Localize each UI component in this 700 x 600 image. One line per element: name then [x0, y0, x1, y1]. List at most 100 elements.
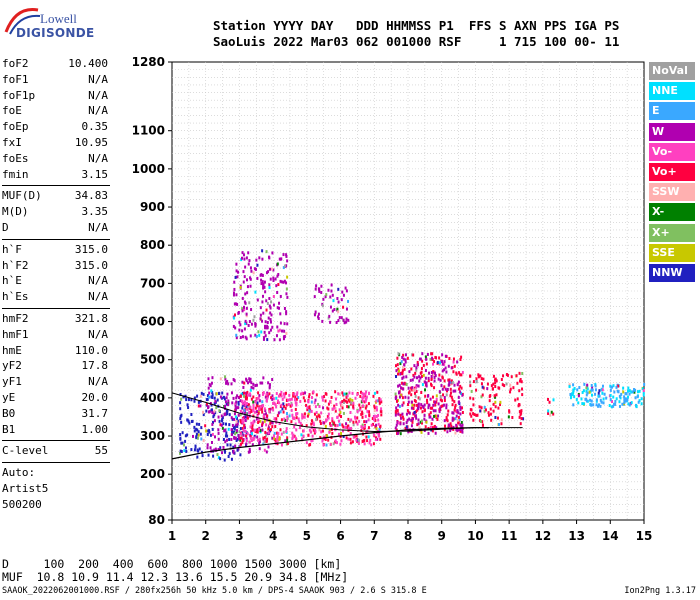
param-value: 315.0 [74, 242, 108, 256]
param-row: yE 20.0 [2, 391, 110, 407]
echo-point [435, 400, 438, 404]
echo-point [287, 402, 290, 406]
echo-point [180, 397, 183, 401]
echo-point [211, 420, 214, 424]
echo-point [367, 402, 370, 406]
echo-point [245, 321, 248, 325]
echo-point [195, 435, 198, 439]
echo-point [490, 384, 493, 388]
echo-point [291, 403, 294, 407]
echo-point [248, 411, 251, 415]
echo-point [344, 425, 347, 429]
echo-point [376, 437, 379, 441]
y-tick-label: 700 [140, 276, 165, 290]
echo-point [367, 418, 370, 422]
echo-point [379, 409, 382, 413]
echo-point [590, 393, 593, 397]
echo-point [275, 392, 278, 396]
echo-point [310, 422, 313, 426]
echo-point [278, 421, 281, 425]
y-tick-label: 300 [140, 429, 165, 443]
echo-point [451, 411, 454, 415]
echo-point [321, 398, 324, 402]
echo-point [333, 307, 336, 311]
echo-point [211, 395, 214, 399]
echo-point [519, 377, 522, 381]
echo-point [431, 395, 434, 399]
echo-point [427, 431, 430, 435]
echo-point [255, 429, 258, 433]
echo-point [210, 408, 213, 412]
echo-point [180, 441, 183, 445]
echo-point [321, 439, 324, 443]
echo-point [411, 420, 414, 424]
echo-point [340, 298, 343, 302]
x-tick-label: 7 [370, 529, 378, 543]
echo-point [253, 436, 256, 440]
echo-point [238, 320, 241, 324]
echo-point [311, 396, 314, 400]
echo-point [197, 433, 200, 437]
echo-point [242, 385, 245, 389]
echo-point [423, 413, 426, 417]
echo-point [432, 370, 435, 374]
x-tick-label: 12 [535, 529, 552, 543]
echo-point [283, 306, 286, 310]
echo-point [420, 419, 423, 423]
param-value: 10.95 [74, 135, 108, 149]
echo-point [341, 290, 344, 294]
echo-point [278, 328, 281, 332]
echo-point [418, 397, 421, 401]
echo-point [290, 397, 293, 401]
echo-point [241, 419, 244, 423]
echo-point [469, 412, 472, 416]
echo-point [434, 371, 437, 375]
echo-point [622, 390, 625, 394]
echo-point [449, 422, 452, 426]
echo-point [443, 362, 446, 366]
echo-point [586, 383, 589, 387]
echo-point [411, 388, 414, 392]
echo-point [583, 382, 586, 386]
echo-point [375, 437, 378, 441]
echo-point [303, 412, 306, 416]
echo-point [425, 420, 428, 424]
echo-point [249, 284, 252, 288]
param-value: N/A [88, 151, 108, 165]
header-line1: Station YYYY DAY DDD HHMMSS P1 FFS S AXN… [213, 18, 620, 33]
echo-point [481, 385, 484, 389]
echo-point [458, 417, 461, 421]
param-value: N/A [88, 290, 108, 304]
echo-point [405, 375, 408, 379]
echo-point [263, 285, 266, 289]
param-name: M(D) [2, 205, 29, 219]
echo-point [336, 307, 339, 311]
echo-point [268, 304, 271, 308]
echo-point [520, 411, 523, 415]
echo-point [410, 393, 413, 397]
echo-point [424, 394, 427, 398]
param-name: foF1 [2, 72, 29, 86]
echo-point [418, 375, 421, 379]
echo-point [455, 423, 458, 427]
echo-point [341, 423, 344, 427]
echo-point [285, 412, 288, 416]
param-value: 34.83 [74, 189, 108, 203]
echo-point [306, 408, 309, 412]
echo-point [273, 401, 276, 405]
echo-point [273, 431, 276, 435]
echo-point [512, 386, 515, 390]
echo-point [369, 438, 372, 442]
echo-point [245, 439, 248, 443]
echo-point [244, 429, 247, 433]
echo-point [285, 287, 288, 291]
echo-point [315, 393, 318, 397]
x-tick-label: 13 [568, 529, 585, 543]
echo-point [458, 427, 461, 431]
echo-point [377, 422, 380, 426]
echo-point [615, 385, 618, 389]
muf-value-row: MUF 10.8 10.9 11.4 12.3 13.6 15.5 20.9 3… [2, 570, 349, 584]
echo-point [226, 409, 229, 413]
echo-point [263, 407, 266, 411]
echo-point [253, 267, 256, 271]
